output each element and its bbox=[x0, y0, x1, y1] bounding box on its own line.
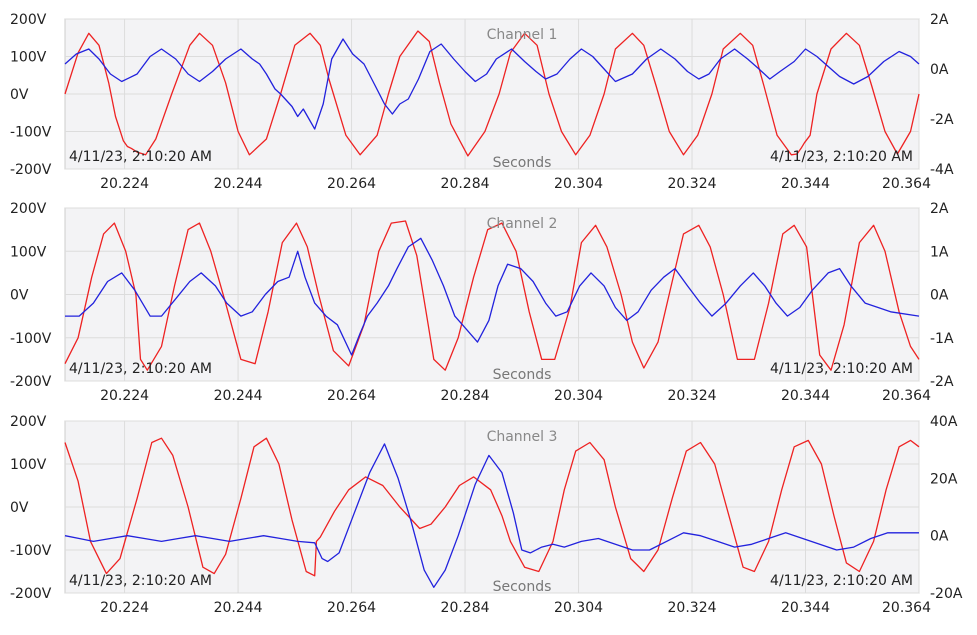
x-tick-label: 20.364 bbox=[882, 388, 931, 404]
y-tick-left: 0V bbox=[10, 87, 29, 103]
timestamp-right: 4/11/23, 2:10:20 AM bbox=[770, 573, 913, 589]
y-tick-left: 100V bbox=[10, 50, 47, 66]
x-tick-label: 20.324 bbox=[668, 388, 717, 404]
y-tick-right: -20A bbox=[930, 586, 963, 602]
voltage-trace bbox=[64, 220, 920, 371]
x-tick-label: 20.284 bbox=[441, 176, 490, 192]
y-tick-left: -200V bbox=[10, 162, 52, 178]
y-tick-right: 40A bbox=[930, 414, 958, 430]
timestamp-right: 4/11/23, 2:10:20 AM bbox=[770, 149, 913, 165]
x-axis-label: Seconds bbox=[493, 367, 552, 383]
x-tick-label: 20.264 bbox=[327, 176, 376, 192]
y-tick-left: -100V bbox=[10, 331, 52, 347]
x-tick-label: 20.224 bbox=[100, 176, 149, 192]
y-tick-left: 200V bbox=[10, 201, 47, 217]
y-tick-left: 100V bbox=[10, 244, 47, 260]
y-tick-left: -200V bbox=[10, 374, 52, 390]
x-tick-label: 20.224 bbox=[100, 388, 149, 404]
x-tick-label: 20.284 bbox=[441, 388, 490, 404]
x-tick-label: 20.344 bbox=[781, 388, 830, 404]
y-tick-right: -2A bbox=[930, 374, 954, 390]
y-tick-left: -100V bbox=[10, 125, 52, 141]
y-tick-right: -2A bbox=[930, 112, 954, 128]
x-axis-label: Seconds bbox=[493, 155, 552, 171]
x-tick-label: 20.324 bbox=[668, 600, 717, 616]
current-trace bbox=[65, 237, 920, 356]
x-tick-label: 20.284 bbox=[441, 600, 490, 616]
y-tick-right: 0A bbox=[930, 62, 949, 78]
voltage-trace bbox=[64, 437, 920, 577]
x-tick-label: 20.264 bbox=[327, 388, 376, 404]
timestamp-left: 4/11/23, 2:10:20 AM bbox=[69, 573, 212, 589]
y-tick-right: 20A bbox=[930, 471, 958, 487]
x-tick-label: 20.344 bbox=[781, 176, 830, 192]
y-tick-right: 2A bbox=[930, 12, 949, 28]
x-tick-label: 20.344 bbox=[781, 600, 830, 616]
current-trace bbox=[64, 443, 919, 588]
x-tick-label: 20.224 bbox=[100, 600, 149, 616]
x-tick-label: 20.304 bbox=[554, 176, 603, 192]
y-tick-right: 1A bbox=[930, 244, 949, 260]
channel-title: Channel 2 bbox=[487, 216, 558, 232]
x-axis-label: Seconds bbox=[493, 579, 552, 595]
timestamp-left: 4/11/23, 2:10:20 AM bbox=[69, 149, 212, 165]
y-tick-left: 100V bbox=[10, 457, 47, 473]
channel-title: Channel 3 bbox=[487, 429, 558, 445]
y-tick-right: 0A bbox=[930, 529, 949, 545]
y-tick-left: 200V bbox=[10, 12, 47, 28]
current-trace bbox=[64, 38, 920, 130]
y-tick-right: 2A bbox=[930, 201, 949, 217]
x-tick-label: 20.304 bbox=[554, 600, 603, 616]
y-tick-left: -200V bbox=[10, 586, 52, 602]
x-tick-label: 20.364 bbox=[882, 176, 931, 192]
y-tick-right: -4A bbox=[930, 162, 954, 178]
y-tick-right: 0A bbox=[930, 288, 949, 304]
y-tick-left: 0V bbox=[10, 500, 29, 516]
timestamp-right: 4/11/23, 2:10:20 AM bbox=[770, 361, 913, 377]
y-tick-right: -1A bbox=[930, 331, 954, 347]
x-tick-label: 20.364 bbox=[882, 600, 931, 616]
voltage-trace bbox=[64, 30, 920, 157]
x-tick-label: 20.244 bbox=[214, 388, 263, 404]
channel-title: Channel 1 bbox=[487, 27, 558, 43]
y-tick-left: 0V bbox=[10, 288, 29, 304]
x-tick-label: 20.244 bbox=[214, 176, 263, 192]
x-tick-label: 20.324 bbox=[668, 176, 717, 192]
x-tick-label: 20.304 bbox=[554, 388, 603, 404]
y-tick-left: 200V bbox=[10, 414, 47, 430]
x-tick-label: 20.244 bbox=[214, 600, 263, 616]
y-tick-left: -100V bbox=[10, 543, 52, 559]
x-tick-label: 20.264 bbox=[327, 600, 376, 616]
timestamp-left: 4/11/23, 2:10:20 AM bbox=[69, 361, 212, 377]
